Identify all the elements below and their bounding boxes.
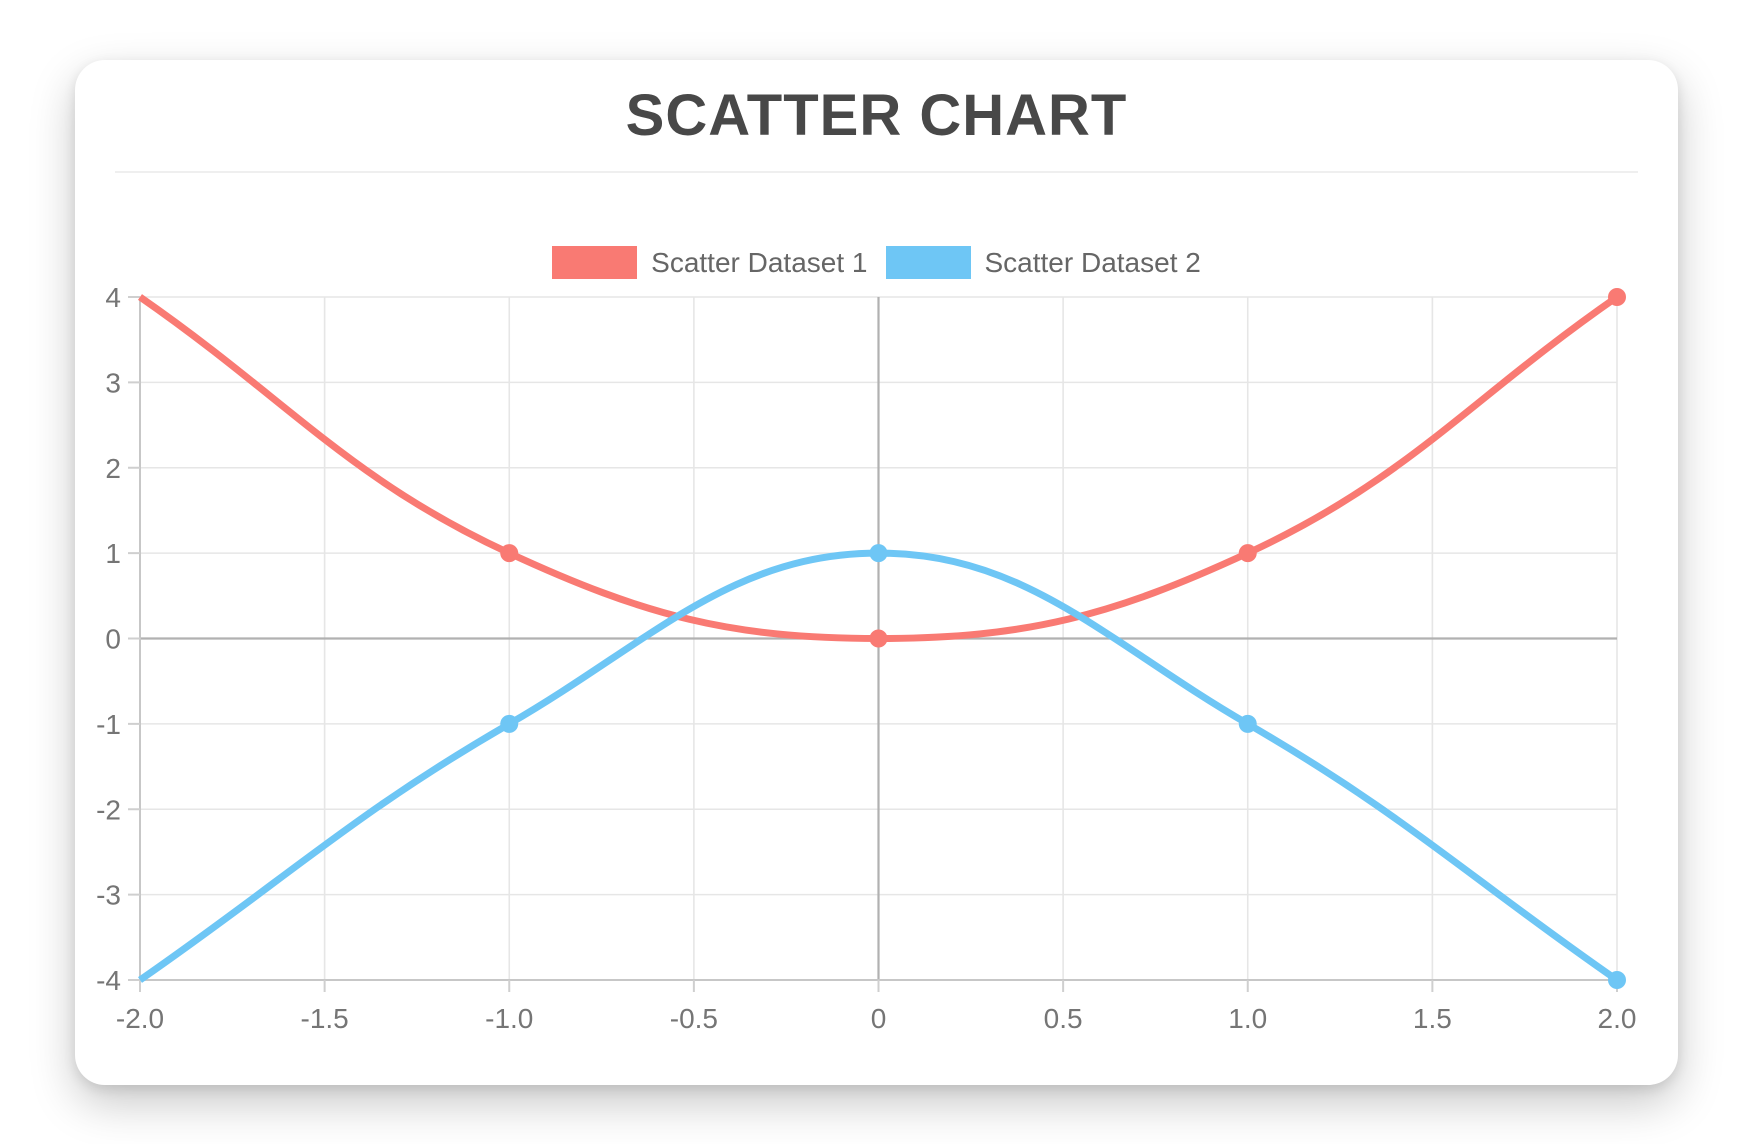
x-tick-label: -0.5 bbox=[670, 1003, 718, 1034]
legend-label-dataset-1: Scatter Dataset 1 bbox=[651, 246, 868, 278]
x-axis-tick-labels: -2.0 -1.5 -1.0 -0.5 0 0.5 1.0 1.5 2.0 bbox=[116, 1003, 1637, 1034]
chart-canvas[interactable]: -2.0 -1.5 -1.0 -0.5 0 0.5 1.0 1.5 2.0 4 3 2 1 0 -1 -2 -3… bbox=[75, 60, 1678, 1085]
y-tick-label: -3 bbox=[96, 880, 121, 911]
y-axis-tick-labels: 4 3 2 1 0 -1 -2 -3 -4 bbox=[96, 282, 121, 996]
tick-marks bbox=[128, 296, 1618, 992]
series-2 bbox=[138, 544, 1626, 989]
y-tick-label: -1 bbox=[96, 709, 121, 740]
title-divider bbox=[115, 171, 1638, 173]
y-tick-label: -4 bbox=[96, 965, 121, 996]
data-point-series1-4[interactable] bbox=[1608, 288, 1626, 306]
legend-swatch-dataset-1 bbox=[552, 246, 638, 279]
y-tick-label: -2 bbox=[96, 794, 121, 825]
data-point-series2-1[interactable] bbox=[500, 714, 519, 733]
data-point-series2-2[interactable] bbox=[869, 544, 888, 563]
chart-card: SCATTER CHART Scatter Dataset 1 Scatter … bbox=[75, 60, 1678, 1085]
data-point-series2-3[interactable] bbox=[1238, 714, 1257, 733]
data-point-series1-3[interactable] bbox=[1238, 544, 1257, 563]
data-point-series1-1[interactable] bbox=[500, 544, 519, 563]
x-tick-label: 2.0 bbox=[1598, 1003, 1637, 1034]
y-tick-label: 2 bbox=[105, 453, 121, 484]
x-tick-label: 0 bbox=[871, 1003, 887, 1034]
legend-swatch-dataset-2 bbox=[885, 246, 971, 279]
legend-item-dataset-2[interactable]: Scatter Dataset 2 bbox=[885, 246, 1201, 279]
y-tick-label: 1 bbox=[105, 538, 121, 569]
x-tick-label: -1.0 bbox=[485, 1003, 533, 1034]
y-tick-label: 0 bbox=[105, 624, 121, 655]
data-point-series1-2[interactable] bbox=[869, 629, 888, 648]
x-tick-label: 1.5 bbox=[1413, 1003, 1452, 1034]
x-tick-label: -1.5 bbox=[301, 1003, 349, 1034]
legend-label-dataset-2: Scatter Dataset 2 bbox=[984, 246, 1201, 278]
chart-legend: Scatter Dataset 1 Scatter Dataset 2 bbox=[75, 246, 1678, 279]
x-tick-label: 0.5 bbox=[1044, 1003, 1083, 1034]
legend-item-dataset-1[interactable]: Scatter Dataset 1 bbox=[552, 246, 868, 279]
x-tick-label: 1.0 bbox=[1228, 1003, 1267, 1034]
series-1 bbox=[138, 288, 1626, 648]
data-point-series2-4[interactable] bbox=[1608, 971, 1626, 989]
chart-title: SCATTER CHART bbox=[625, 83, 1128, 148]
y-tick-label: 4 bbox=[105, 282, 121, 313]
x-tick-label: -2.0 bbox=[116, 1003, 164, 1034]
y-tick-label: 3 bbox=[105, 367, 121, 398]
